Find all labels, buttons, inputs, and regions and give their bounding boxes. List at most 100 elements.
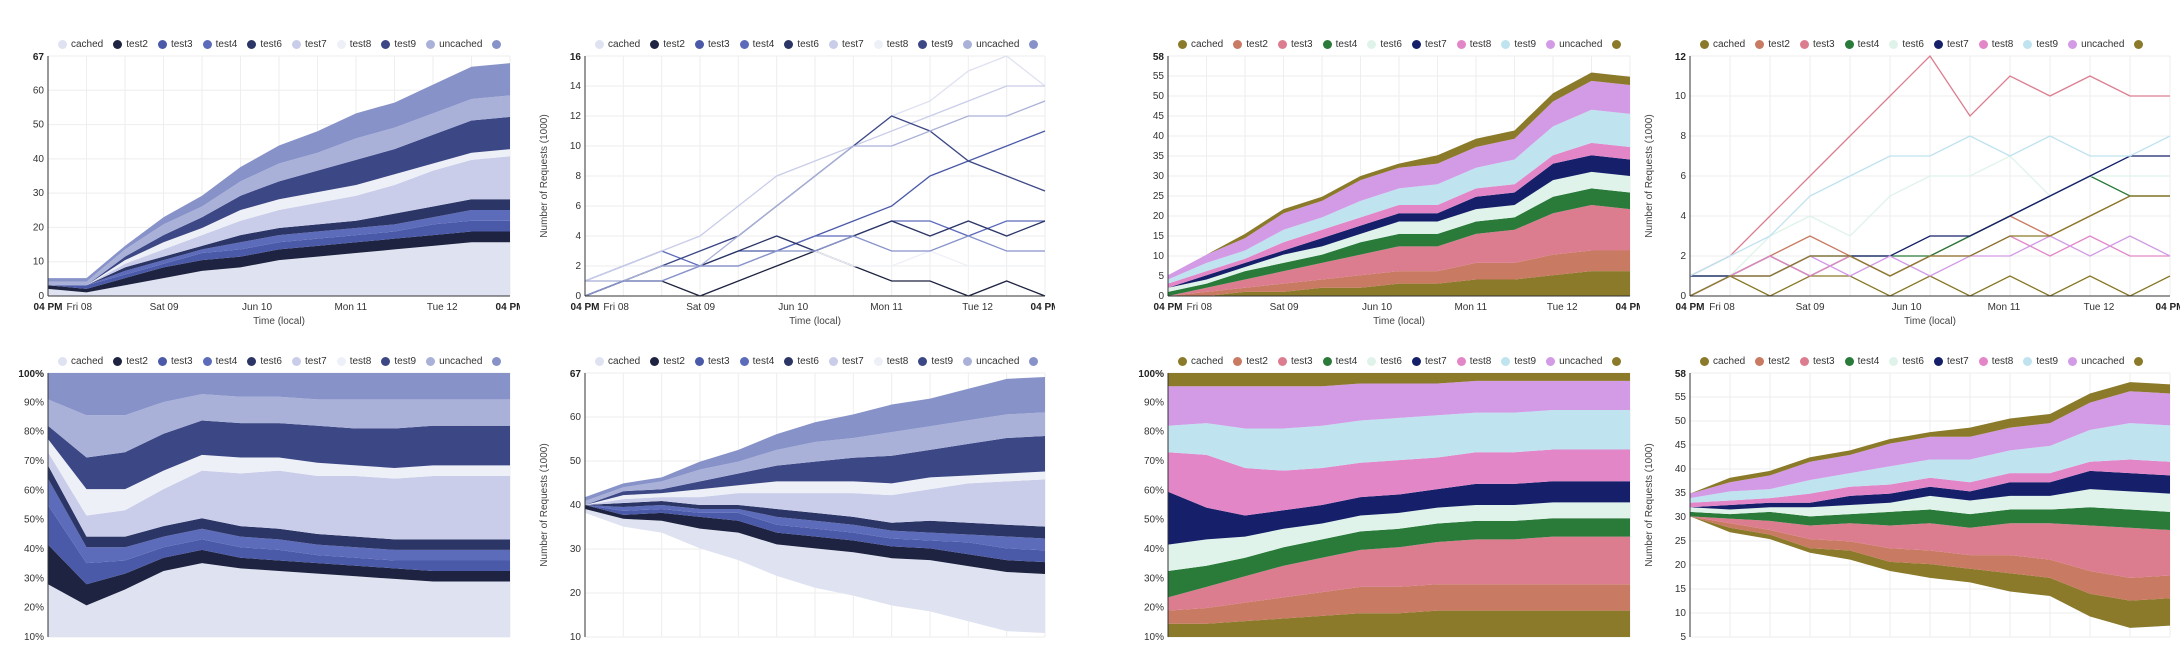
legend-item[interactable]: test6 <box>247 39 282 50</box>
legend-item[interactable]: cached <box>595 356 640 367</box>
legend-item[interactable]: test4 <box>1844 356 1879 367</box>
legend-item[interactable] <box>2134 356 2147 366</box>
legend-item[interactable]: uncached <box>2068 356 2124 367</box>
legend-item[interactable]: test6 <box>784 356 819 367</box>
legend-item[interactable]: test8 <box>873 356 908 367</box>
legend-item[interactable]: test7 <box>1412 39 1447 50</box>
y-tick-label: 35 <box>1153 151 1165 162</box>
legend-item[interactable]: uncached <box>1546 39 1602 50</box>
legend-item[interactable] <box>1029 356 1042 366</box>
legend-item[interactable]: test7 <box>292 356 327 367</box>
legend-item[interactable] <box>1612 356 1625 366</box>
legend-item[interactable]: test7 <box>829 39 864 50</box>
legend-swatch <box>1456 356 1466 366</box>
legend-item[interactable]: test3 <box>157 38 193 50</box>
legend-item[interactable]: test7 <box>1934 39 1969 50</box>
legend-item[interactable]: test2 <box>1755 356 1790 367</box>
legend-item[interactable]: uncached <box>1546 356 1602 367</box>
legend-item[interactable]: cached <box>1700 356 1745 367</box>
legend-label: cached <box>608 355 641 367</box>
legend-item[interactable]: test2 <box>1755 39 1790 50</box>
legend-swatch <box>1322 39 1332 49</box>
legend-item[interactable]: test8 <box>1978 356 2013 367</box>
legend-item[interactable]: test6 <box>1367 39 1402 50</box>
legend-item[interactable]: test9 <box>2023 39 2058 50</box>
legend-item[interactable]: test2 <box>1233 356 1268 367</box>
legend-item[interactable]: test4 <box>1322 356 1357 367</box>
legend-item[interactable] <box>1612 39 1625 49</box>
legend-item[interactable]: test8 <box>1456 356 1491 367</box>
legend-item[interactable]: cached <box>58 356 103 367</box>
legend-item[interactable]: test6 <box>1889 39 1924 50</box>
legend-item[interactable]: test4 <box>202 39 237 50</box>
legend-item[interactable]: cached <box>1178 39 1223 50</box>
legend-label: test2 <box>126 355 148 367</box>
legend-item[interactable]: uncached <box>2068 39 2124 50</box>
legend-item[interactable]: test7 <box>1412 356 1447 367</box>
legend-label: test6 <box>797 38 819 50</box>
legend-item[interactable]: test3 <box>1799 39 1835 50</box>
series-line-test3 <box>1689 54 2170 277</box>
legend-item[interactable]: test9 <box>1501 39 1536 50</box>
legend-item[interactable]: test8 <box>336 356 371 367</box>
legend-item[interactable]: test3 <box>694 39 730 50</box>
legend-label: test9 <box>2036 355 2059 367</box>
legend-item[interactable]: test3 <box>1277 356 1313 367</box>
legend-swatch <box>1367 356 1377 366</box>
legend-item[interactable]: cached <box>58 39 103 50</box>
legend-item[interactable]: test6 <box>1889 356 1924 367</box>
legend-label: test2 <box>1768 38 1790 50</box>
legend-item[interactable]: test6 <box>247 356 282 367</box>
legend-swatch <box>1934 356 1943 366</box>
legend-item[interactable]: test7 <box>1934 356 1969 367</box>
legend-item[interactable]: cached <box>1178 356 1223 367</box>
legend-item[interactable]: test8 <box>1978 39 2013 50</box>
legend-item[interactable]: cached <box>1700 39 1745 50</box>
legend-item[interactable]: test9 <box>918 356 953 367</box>
legend-label: test7 <box>842 38 864 50</box>
legend-item[interactable]: test4 <box>739 356 774 367</box>
legend-item[interactable] <box>1029 39 1042 49</box>
legend-item[interactable]: test9 <box>1501 356 1536 367</box>
legend-item[interactable]: test2 <box>650 356 685 367</box>
legend-item[interactable] <box>492 356 505 366</box>
legend-item[interactable]: test9 <box>381 356 416 367</box>
legend-label: test6 <box>797 355 819 367</box>
legend-item[interactable]: test7 <box>829 356 864 367</box>
series-area-test7 <box>48 156 510 286</box>
legend-item[interactable]: test4 <box>739 39 774 50</box>
legend-item[interactable]: uncached <box>963 356 1019 367</box>
legend-item[interactable]: test8 <box>336 39 371 50</box>
legend-item[interactable]: test6 <box>1367 356 1402 367</box>
legend-item[interactable]: test9 <box>918 39 953 50</box>
legend-swatch <box>1889 39 1899 49</box>
legend-item[interactable]: test4 <box>202 356 237 367</box>
legend-item[interactable]: uncached <box>426 39 482 50</box>
legend-item[interactable]: uncached <box>426 356 482 367</box>
legend-item[interactable]: test3 <box>157 356 193 367</box>
legend-item[interactable]: test2 <box>650 39 685 50</box>
legend-item[interactable]: test4 <box>1844 39 1879 50</box>
legend-item[interactable]: test6 <box>784 39 819 50</box>
legend-item[interactable]: test7 <box>292 39 327 50</box>
legend-item[interactable]: test8 <box>1456 39 1491 50</box>
legend-item[interactable]: test4 <box>1322 39 1357 50</box>
legend-item[interactable]: test2 <box>1233 39 1268 50</box>
legend-item[interactable]: test3 <box>1277 39 1313 50</box>
legend-item[interactable]: cached <box>595 39 640 50</box>
legend-item[interactable]: test9 <box>381 39 416 50</box>
y-tick-label: 0 <box>38 291 44 302</box>
legend-item[interactable]: test9 <box>2023 356 2058 367</box>
legend-item[interactable]: test8 <box>873 38 909 50</box>
legend-label: test8 <box>886 38 909 50</box>
legend-item[interactable] <box>492 39 505 49</box>
legend-item[interactable] <box>2134 39 2147 49</box>
legend-item[interactable]: test2 <box>113 39 148 50</box>
legend-label: test3 <box>170 38 193 50</box>
legend-item[interactable]: test3 <box>1799 356 1835 367</box>
legend-item[interactable]: uncached <box>963 39 1019 50</box>
legend-item[interactable]: test3 <box>694 356 730 367</box>
y-tick-label: 45 <box>1675 440 1687 451</box>
y-tick-label: 10 <box>1675 608 1687 619</box>
legend-item[interactable]: test2 <box>113 356 148 367</box>
